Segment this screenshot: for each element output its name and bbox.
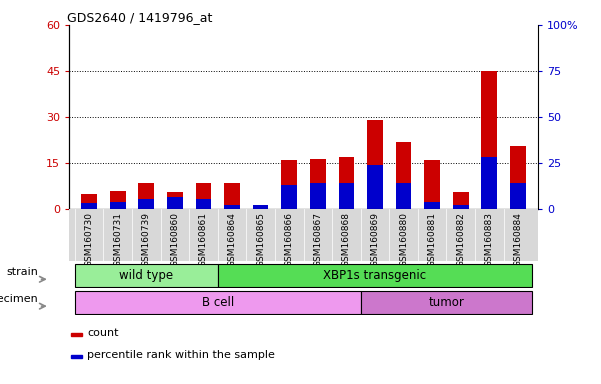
Text: GSM160883: GSM160883 [485,212,494,267]
Bar [253,205,269,209]
Text: GDS2640 / 1419796_at: GDS2640 / 1419796_at [67,11,212,24]
Text: strain: strain [6,267,38,277]
Text: count: count [87,328,118,338]
Bar [281,185,297,209]
Bar [310,159,326,209]
Text: GSM160731: GSM160731 [113,212,122,267]
Bar [167,197,183,209]
Bar [481,71,497,209]
Bar [110,191,126,209]
Bar [75,291,361,314]
Bar [395,183,412,209]
Bar [195,199,212,209]
Text: GSM160861: GSM160861 [199,212,208,267]
Bar [510,146,526,209]
Text: GSM160864: GSM160864 [228,212,237,267]
Bar [138,183,154,209]
Bar [338,183,354,209]
Bar [424,202,440,209]
Bar [167,192,183,209]
Text: GSM160866: GSM160866 [285,212,294,267]
Bar [224,205,240,209]
Text: GSM160730: GSM160730 [85,212,94,267]
Bar [72,355,82,358]
Text: GSM160739: GSM160739 [142,212,151,267]
Bar [110,202,126,209]
Text: GSM160867: GSM160867 [313,212,322,267]
Bar [367,165,383,209]
Bar [453,192,469,209]
Text: GSM160880: GSM160880 [399,212,408,267]
Bar [367,120,383,209]
Text: specimen: specimen [0,294,38,304]
Text: tumor: tumor [429,296,465,309]
Bar [310,183,326,209]
Text: GSM160868: GSM160868 [342,212,351,267]
Bar [81,203,97,209]
Bar [224,183,240,209]
Bar [395,142,412,209]
Bar [453,205,469,209]
Bar [195,183,212,209]
Bar [338,157,354,209]
Text: GSM160884: GSM160884 [513,212,522,267]
Text: wild type: wild type [119,269,173,282]
Bar [424,160,440,209]
Bar [81,194,97,209]
Text: percentile rank within the sample: percentile rank within the sample [87,350,275,360]
Bar [281,160,297,209]
Text: GSM160881: GSM160881 [428,212,437,267]
Text: GSM160860: GSM160860 [170,212,179,267]
Text: GSM160869: GSM160869 [370,212,379,267]
Text: GSM160865: GSM160865 [256,212,265,267]
Text: GSM160882: GSM160882 [456,212,465,267]
Bar [510,183,526,209]
Bar [138,199,154,209]
Text: B cell: B cell [201,296,234,309]
Bar [481,157,497,209]
Text: XBP1s transgenic: XBP1s transgenic [323,269,427,282]
Bar [72,333,82,336]
Bar [75,264,218,287]
Bar [361,291,532,314]
Bar [218,264,532,287]
Bar [253,205,269,209]
